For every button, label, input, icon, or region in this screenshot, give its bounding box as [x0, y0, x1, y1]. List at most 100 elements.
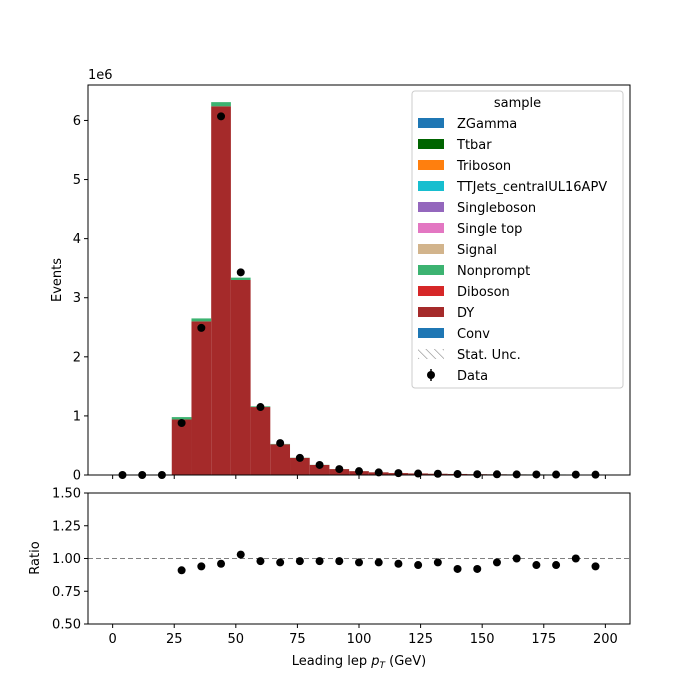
ratio-point [374, 558, 383, 567]
legend-ttbar-swatch [418, 139, 444, 149]
legend-signal-swatch [418, 244, 444, 254]
legend-singleboson-swatch [418, 202, 444, 212]
ratio-point [217, 559, 226, 568]
main-x-ticks [112, 475, 606, 479]
x-tick-label: 100 [347, 632, 372, 647]
legend-ttbar-label: Ttbar [456, 138, 492, 153]
x-tick-label: 200 [593, 632, 618, 647]
legend-singleboson-label: Singleboson [457, 201, 536, 216]
data-point [453, 470, 462, 479]
ratio-point [492, 558, 501, 567]
ratio-points [177, 550, 600, 575]
y-tick-label: 1 [73, 409, 81, 424]
ratio-y-tick-label: 0.50 [52, 618, 81, 633]
ratio-point [453, 564, 462, 573]
bar-nonprompt [171, 417, 192, 420]
legend-single-top-label: Single top [457, 222, 522, 237]
ratio-point [591, 562, 600, 571]
data-point [532, 470, 541, 479]
x-tick-label: 150 [470, 632, 495, 647]
bar-nonprompt [230, 277, 251, 280]
stacked-bars [171, 102, 606, 475]
legend-zgamma-swatch [418, 118, 444, 128]
bar-nonprompt [211, 102, 231, 107]
x-tick-label: 75 [289, 632, 306, 647]
main-y-ticks: 0 1 2 3 4 5 6 [73, 114, 88, 484]
ratio-y-ticks: 0.50 0.75 1.00 1.25 1.50 [52, 487, 88, 633]
data-point [295, 453, 304, 462]
ratio-point [532, 561, 541, 570]
data-point [315, 460, 324, 469]
data-point [256, 403, 265, 412]
data-point [394, 469, 403, 478]
data-point [335, 465, 344, 474]
ratio-point [276, 558, 285, 567]
data-point [512, 470, 521, 479]
ratio-point [394, 559, 403, 568]
ratio-point [295, 557, 304, 566]
data-point [217, 112, 226, 121]
legend-dy-label: DY [457, 306, 474, 321]
y-tick-label: 6 [73, 114, 81, 129]
legend-conv-label: Conv [457, 327, 490, 342]
legend-stat-unc--label: Stat. Unc. [457, 348, 521, 363]
bar-dy [290, 457, 310, 475]
ratio-panel: 0.50 0.75 1.00 1.25 1.50 0 25 50 75 100 125 150 175… [28, 487, 631, 671]
data-point [276, 439, 285, 448]
ratio-point [512, 554, 521, 563]
ratio-point [355, 558, 363, 567]
main-y-axis-label: Events [50, 258, 65, 302]
ratio-y-tick-label: 0.75 [52, 585, 81, 600]
legend-stat-unc--swatch [418, 349, 444, 359]
ratio-point [315, 557, 324, 566]
bar-dy [191, 321, 212, 475]
ratio-point [256, 557, 265, 566]
bar-dy [171, 419, 192, 475]
y-tick-label: 0 [73, 469, 81, 484]
y-offset-text: 1e6 [88, 68, 113, 83]
legend-nonprompt-label: Nonprompt [457, 264, 530, 279]
legend-data-label: Data [457, 369, 488, 384]
legend-title: sample [494, 96, 541, 111]
bar-dy [211, 106, 231, 475]
ratio-point [473, 564, 482, 573]
x-tick-label: 50 [228, 632, 245, 647]
legend: sample ZGamma Ttbar Triboson TTJets_central… [411, 90, 624, 389]
data-point [492, 470, 501, 479]
ratio-point [552, 561, 561, 570]
legend-nonprompt-swatch [418, 265, 444, 275]
ratio-point [177, 566, 186, 575]
legend-signal-label: Signal [457, 243, 497, 258]
bar-dy [250, 407, 271, 475]
legend-data-marker [427, 371, 435, 379]
bar-nonprompt [191, 318, 212, 322]
data-point [374, 468, 383, 477]
ratio-point [197, 562, 206, 571]
ratio-point [414, 561, 423, 570]
y-tick-label: 3 [73, 291, 81, 306]
data-point [433, 469, 442, 478]
y-tick-label: 5 [73, 173, 81, 188]
data-point [236, 268, 245, 277]
bar-dy [270, 444, 291, 475]
ratio-y-tick-label: 1.50 [52, 487, 81, 502]
x-tick-label: 125 [408, 632, 433, 647]
ratio-point [571, 554, 580, 563]
legend-ttjets-centralul16apv-label: TTJets_centralUL16APV [456, 180, 607, 195]
bar-dy [230, 280, 251, 475]
x-tick-label: 0 [108, 632, 116, 647]
legend-triboson-swatch [418, 160, 444, 170]
legend-conv-swatch [418, 328, 444, 338]
ratio-point [236, 550, 245, 559]
y-tick-label: 4 [73, 232, 81, 247]
x-tick-label: 25 [166, 632, 183, 647]
data-point [197, 323, 206, 332]
legend-single-top-swatch [418, 223, 444, 233]
legend-zgamma-label: ZGamma [457, 117, 517, 132]
ratio-y-tick-label: 1.00 [52, 552, 81, 567]
ratio-y-tick-label: 1.25 [52, 519, 81, 534]
data-point [473, 470, 482, 479]
x-axis-label: Leading lep pT (GeV) [292, 654, 426, 671]
ratio-x-ticks: 0 25 50 75 100 125 150 175 200 [108, 624, 618, 647]
ratio-point [335, 557, 344, 566]
